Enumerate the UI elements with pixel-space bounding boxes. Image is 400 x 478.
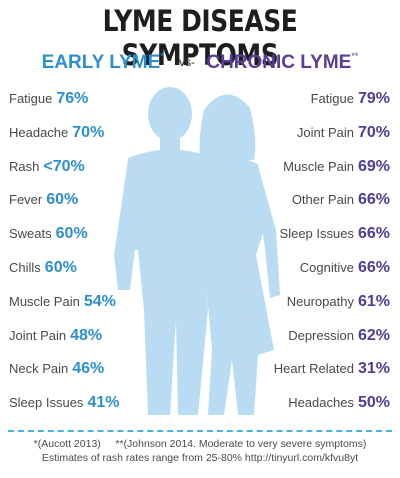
early-symptom-label: Muscle Pain bbox=[9, 293, 80, 309]
early-symptom-row: Fever 60% bbox=[9, 183, 119, 217]
early-symptom-row: Fatigue 76% bbox=[9, 82, 119, 116]
early-symptom-label: Sweats bbox=[9, 226, 52, 242]
early-symptom-percent: 60% bbox=[55, 225, 88, 243]
chronic-lyme-list: Fatigue 79% Joint Pain 70% Muscle Pain 69% Oth… bbox=[274, 82, 390, 420]
chronic-symptom-percent: 66% bbox=[357, 258, 390, 276]
chronic-symptom-row: Heart Related 31% bbox=[274, 352, 390, 386]
chronic-symptom-percent: 61% bbox=[357, 292, 390, 310]
page-title: LYME DISEASE SYMPTOMS bbox=[102, 4, 298, 72]
chronic-symptom-percent: 50% bbox=[357, 394, 390, 412]
footer-notes: *(Aucott 2013) **(Johnson 2014. Moderate… bbox=[0, 437, 400, 465]
chronic-symptom-label: Headaches bbox=[288, 395, 354, 411]
chronic-symptom-percent: 62% bbox=[357, 326, 390, 344]
early-lyme-heading: EARLY LYME* bbox=[41, 51, 164, 73]
chronic-symptom-label: Cognitive bbox=[299, 259, 354, 275]
chronic-symptom-percent: 66% bbox=[357, 191, 390, 209]
chronic-symptom-row: Other Pain 66% bbox=[274, 183, 390, 217]
early-symptom-label: Fatigue bbox=[9, 91, 53, 106]
chronic-symptom-percent: 31% bbox=[357, 360, 390, 378]
chronic-symptom-row: Fatigue 79% bbox=[274, 82, 390, 116]
chronic-symptom-label: Depression bbox=[288, 327, 354, 343]
early-symptom-row: Chills 60% bbox=[9, 251, 119, 285]
chronic-symptom-percent: 66% bbox=[357, 225, 390, 243]
early-symptom-label: Rash bbox=[9, 158, 40, 174]
chronic-symptom-label: Muscle Pain bbox=[283, 158, 354, 174]
early-symptom-percent: 60% bbox=[46, 191, 79, 209]
early-symptom-row: Sleep Issues 41% bbox=[9, 386, 119, 420]
chronic-symptom-percent: 79% bbox=[357, 90, 390, 107]
early-symptom-label: Neck Pain bbox=[9, 361, 69, 377]
early-lyme-list: Fatigue 76% Headache 70% Rash <70% Fever 60% Swe… bbox=[9, 82, 119, 420]
chronic-symptom-label: Sleep Issues bbox=[279, 226, 354, 242]
subtitle: EARLY LYME* -vs- CHRONIC LYME** bbox=[0, 51, 400, 74]
early-symptom-row: Sweats 60% bbox=[9, 217, 119, 251]
early-symptom-percent: 76% bbox=[56, 90, 89, 107]
early-symptom-label: Chills bbox=[9, 259, 41, 275]
early-symptom-percent: 46% bbox=[72, 360, 105, 378]
chronic-symptom-label: Fatigue bbox=[310, 91, 354, 106]
chronic-symptom-row: Cognitive 66% bbox=[274, 251, 390, 285]
chronic-symptom-row: Joint Pain 70% bbox=[274, 116, 390, 150]
chronic-symptom-percent: 69% bbox=[357, 157, 390, 175]
early-symptom-row: Joint Pain 48% bbox=[9, 319, 119, 353]
early-symptom-percent: <70% bbox=[43, 157, 85, 175]
early-symptom-percent: 48% bbox=[70, 326, 103, 344]
early-symptom-label: Joint Pain bbox=[9, 327, 67, 343]
early-symptom-label: Fever bbox=[9, 192, 43, 208]
chronic-symptom-label: Joint Pain bbox=[296, 124, 354, 140]
chronic-symptom-row: Muscle Pain 69% bbox=[274, 150, 390, 184]
chronic-symptom-row: Sleep Issues 66% bbox=[274, 217, 390, 251]
early-symptom-percent: 70% bbox=[72, 123, 105, 141]
early-symptom-percent: 60% bbox=[44, 258, 77, 276]
chronic-symptom-row: Depression 62% bbox=[274, 319, 390, 353]
footer-divider bbox=[8, 430, 392, 432]
chronic-symptom-label: Other Pain bbox=[291, 192, 354, 208]
couple-silhouette-image bbox=[114, 87, 280, 415]
chronic-symptom-row: Headaches 50% bbox=[274, 386, 390, 420]
chronic-lyme-heading: CHRONIC LYME** bbox=[206, 51, 359, 73]
footer-citations: *(Aucott 2013) **(Johnson 2014. Moderate… bbox=[33, 438, 367, 450]
early-symptom-row: Rash <70% bbox=[9, 150, 119, 184]
early-symptom-percent: 41% bbox=[87, 394, 120, 412]
early-symptom-row: Headache 70% bbox=[9, 116, 119, 150]
early-symptom-row: Neck Pain 46% bbox=[9, 352, 119, 386]
chronic-symptom-row: Neuropathy 61% bbox=[274, 285, 390, 319]
early-symptom-label: Sleep Issues bbox=[9, 395, 84, 411]
chronic-symptom-label: Heart Related bbox=[273, 361, 354, 377]
early-symptom-label: Headache bbox=[9, 124, 69, 140]
early-symptom-percent: 54% bbox=[83, 292, 116, 310]
chronic-symptom-percent: 70% bbox=[357, 123, 390, 141]
early-symptom-row: Muscle Pain 54% bbox=[9, 285, 119, 319]
chronic-symptom-label: Neuropathy bbox=[286, 293, 354, 309]
footer-rash-note: Estimates of rash rates range from 25-80… bbox=[41, 452, 359, 464]
vs-label: -vs- bbox=[175, 55, 196, 69]
